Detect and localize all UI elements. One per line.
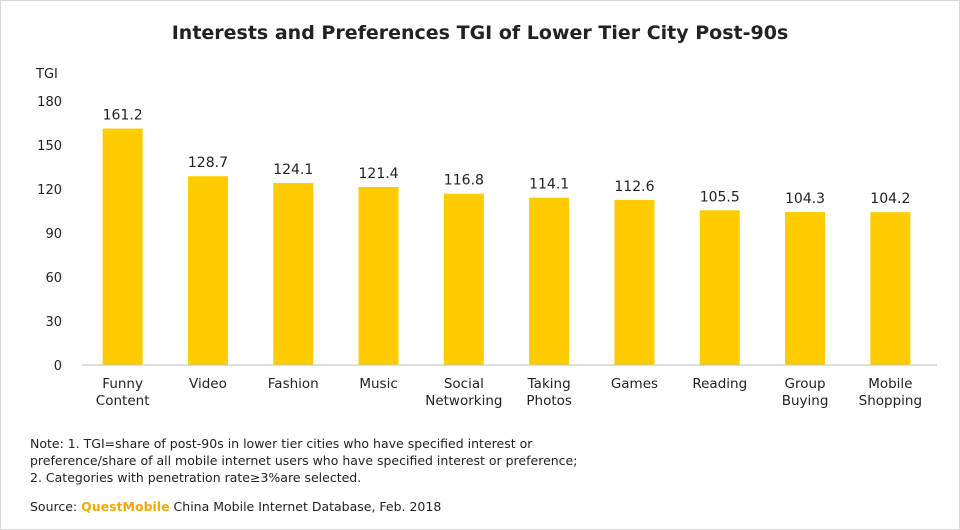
x-axis-labels: Funny Content Video Fashion Music Social Netwo… [96,376,922,409]
x-tick-label: Music [359,376,397,392]
bar [529,197,570,365]
bar [870,212,911,365]
bar [614,199,655,365]
x-tick-label: Social Networking [425,376,502,409]
x-tick-label: Reading [692,376,747,392]
x-tick-label: Taking Photos [526,376,572,409]
value-labels: 161.2 128.7 124.1 121.4 116.8 114.1 112.6 105.5… [103,108,911,208]
y-axis-label: TGI [35,67,58,82]
y-tick-label: 30 [45,315,62,330]
bar-value-label: 105.5 [700,189,740,205]
bar-value-label: 124.1 [273,162,313,178]
y-tick-label: 180 [37,95,62,110]
y-tick-label: 120 [37,183,62,198]
source-prefix: Source: [30,499,82,514]
x-tick-label: Games [611,376,658,392]
x-tick-label: Group Buying [782,376,829,409]
y-tick-label: 150 [37,139,62,154]
y-axis-ticks: 0 30 60 90 120 150 180 [37,95,62,374]
bar-value-label: 114.1 [529,177,569,193]
y-tick-label: 60 [45,271,62,286]
bar [443,193,484,365]
chart-title: Interests and Preferences TGI of Lower T… [171,22,789,44]
bar-value-label: 112.6 [614,179,654,195]
bar-value-label: 116.8 [444,173,484,189]
x-tick-label: Funny Content [96,376,150,409]
bar [102,128,143,365]
note-line-3: 2. Categories with penetration rate≥3%ar… [30,470,362,485]
source-suffix: China Mobile Internet Database, Feb. 201… [169,499,442,514]
source-brand: QuestMobile [81,499,170,514]
bar [358,186,399,365]
note-line-1: Note: 1. TGI=share of post-90s in lower … [30,436,533,451]
bar-value-label: 161.2 [103,108,143,124]
source-line: Source: QuestMobile China Mobile Interne… [30,499,441,514]
chart-notes: Note: 1. TGI=share of post-90s in lower … [30,435,940,486]
bar [699,210,740,365]
bar-value-label: 128.7 [188,155,228,171]
x-tick-label: Fashion [268,376,319,392]
bar [273,182,314,365]
y-tick-label: 90 [45,227,62,242]
bars [102,128,911,365]
x-tick-label: Video [189,376,227,392]
bar-value-label: 104.2 [870,191,910,207]
bar-value-label: 121.4 [359,166,399,182]
y-tick-label: 0 [54,359,62,374]
note-line-2: preference/share of all mobile internet … [30,453,578,468]
bar [785,212,826,365]
bar-value-label: 104.3 [785,191,825,207]
bar-chart: TGI 0 30 60 90 120 150 180 161.2 128.7 124.1 121.… [35,67,937,409]
bar [187,176,228,365]
x-tick-label: Mobile Shopping [859,376,922,409]
